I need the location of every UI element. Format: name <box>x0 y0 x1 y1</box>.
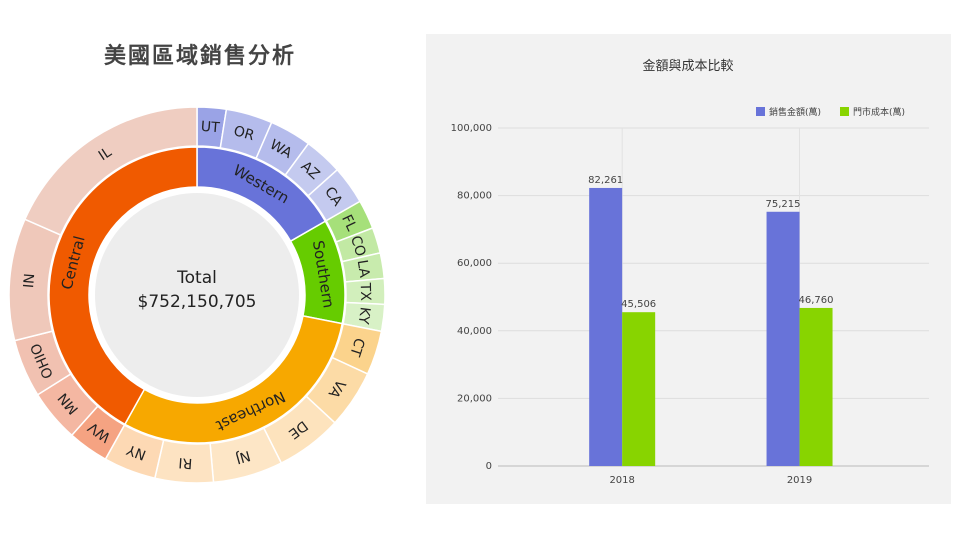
center-label: Total <box>176 268 217 288</box>
x-tick-label: 2018 <box>609 475 634 486</box>
state-label-la: LA <box>354 259 373 279</box>
state-label-co: CO <box>347 234 368 259</box>
state-label-ky: KY <box>355 306 373 326</box>
state-label-in: IN <box>21 273 38 289</box>
y-tick-label: 40,000 <box>457 326 492 337</box>
y-tick-label: 60,000 <box>457 258 492 269</box>
bar-chart: 金額與成本比較 0 20,000 40,000 60,000 80,000 100,000 8… <box>451 58 929 486</box>
state-label-ct: CT <box>346 336 367 359</box>
y-tick-label: 0 <box>486 461 492 472</box>
data-label: 45,506 <box>621 299 656 310</box>
y-tick-label: 20,000 <box>457 393 492 404</box>
bar-2018-series-1[interactable] <box>622 312 656 466</box>
legend-swatch <box>840 107 849 116</box>
bar-chart-title: 金額與成本比較 <box>642 58 733 74</box>
x-tick-label: 2019 <box>787 475 812 486</box>
y-tick-label: 100,000 <box>451 123 492 134</box>
bar-2019-series-1[interactable] <box>799 307 833 466</box>
state-label-ut: UT <box>200 119 220 136</box>
sunburst-chart: UT ORWAAZCAFLCOLATXKYCTVADENJRINYWVMNOHIO… <box>8 106 386 484</box>
state-label-ny: NY <box>124 441 148 463</box>
state-label-fl: FL <box>338 212 359 233</box>
data-label: 46,760 <box>799 295 834 306</box>
data-label: 82,261 <box>588 175 623 186</box>
region-segment-central[interactable] <box>48 146 198 426</box>
bar-chart-panel: 金額與成本比較 0 20,000 40,000 60,000 80,000 100,000 8… <box>426 34 951 504</box>
bar-2018-series-0[interactable] <box>589 187 623 466</box>
legend-swatch <box>756 107 765 116</box>
center-value: $752,150,705 <box>138 292 257 312</box>
state-segment-il[interactable] <box>23 106 198 236</box>
state-label-or: OR <box>232 123 257 144</box>
data-label: 75,215 <box>766 199 801 210</box>
bar-2019-series-0[interactable] <box>766 211 800 466</box>
sunburst-title: 美國區域銷售分析 <box>103 44 296 69</box>
y-tick-label: 80,000 <box>457 191 492 202</box>
legend-label[interactable]: 門市成本(萬) <box>853 106 905 118</box>
sunburst-panel: 美國區域銷售分析 UT OR WA AZ CA FL CO LA TX KY CT VA DE NJ RI N… <box>0 0 420 540</box>
state-label-tx: TX <box>357 282 373 302</box>
legend-label[interactable]: 銷售金額(萬) <box>769 106 821 118</box>
state-label-nj: NJ <box>234 447 252 466</box>
state-label-ri: RI <box>178 454 193 471</box>
sunburst-center <box>95 193 299 397</box>
